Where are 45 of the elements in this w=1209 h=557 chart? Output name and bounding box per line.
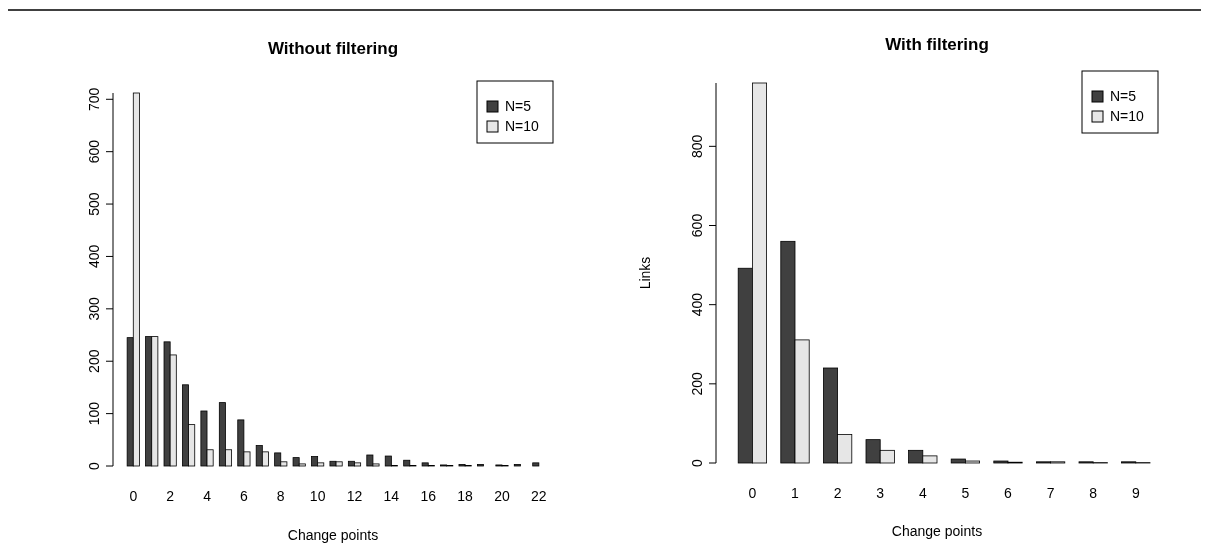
x-tick-label: 5 <box>961 485 970 501</box>
y-tick-label: 600 <box>86 139 102 164</box>
x-tick-label: 6 <box>1004 485 1013 501</box>
x-axis-title: Change points <box>891 523 983 539</box>
legend-label: N=5 <box>505 98 532 114</box>
y-tick-label: 400 <box>86 244 102 269</box>
x-tick-label: 8 <box>1089 485 1098 501</box>
x-tick-label: 0 <box>129 488 138 504</box>
y-tick-label: 200 <box>689 371 705 396</box>
y-tick-label: 500 <box>86 192 102 216</box>
y-tick-label: 300 <box>86 296 102 321</box>
x-tick-label: 4 <box>203 488 212 504</box>
x-tick-label: 9 <box>1131 485 1140 501</box>
y-tick-label: 700 <box>86 87 102 111</box>
y-tick-label: 600 <box>689 213 705 238</box>
y-tick-label: 400 <box>689 292 705 317</box>
legend-label: N=10 <box>1110 108 1145 124</box>
y-axis-title: Links <box>637 256 653 290</box>
x-tick-label: 6 <box>240 488 248 504</box>
x-tick-label: 7 <box>1046 485 1055 501</box>
y-tick-label: 0 <box>689 458 705 467</box>
chart-title: Without filtering <box>267 39 399 58</box>
x-tick-label: 20 <box>494 488 510 504</box>
x-tick-label: 22 <box>531 488 547 504</box>
x-axis-title: Change points <box>287 527 379 543</box>
x-tick-label: 4 <box>918 485 927 501</box>
x-tick-label: 3 <box>876 485 885 501</box>
x-tick-label: 8 <box>276 488 285 504</box>
x-tick-label: 1 <box>791 485 800 501</box>
bar <box>532 462 540 467</box>
y-tick-label: 100 <box>86 401 102 426</box>
x-tick-label: 18 <box>457 488 474 504</box>
chart-title: With filtering <box>885 35 989 54</box>
x-tick-label: 2 <box>166 488 175 504</box>
x-tick-label: 14 <box>383 488 400 504</box>
x-tick-label: 16 <box>420 488 437 504</box>
legend-label: N=10 <box>505 118 540 134</box>
x-tick-label: 0 <box>748 485 757 501</box>
legend-label: N=5 <box>1110 88 1137 104</box>
x-tick-label: 2 <box>833 485 842 501</box>
y-tick-label: 200 <box>86 349 102 373</box>
x-tick-label: 12 <box>346 488 363 504</box>
y-tick-label: 800 <box>689 134 705 159</box>
x-tick-label: 10 <box>309 488 326 504</box>
y-tick-label: 0 <box>86 461 102 470</box>
